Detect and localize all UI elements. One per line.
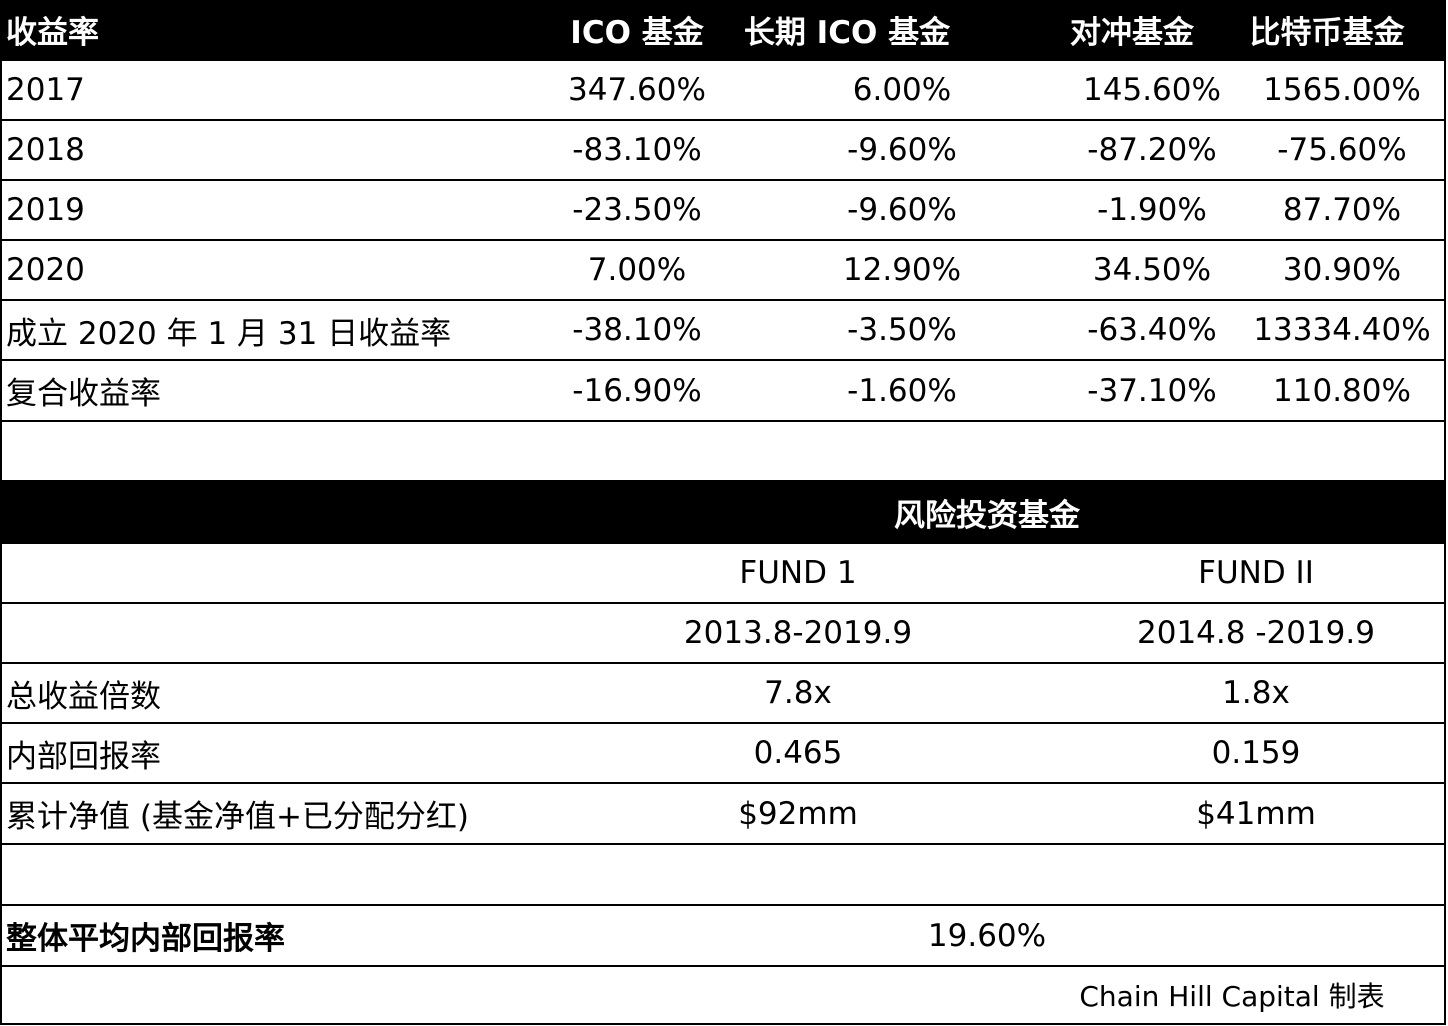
returns-header-label: 收益率: [6, 15, 99, 51]
bitcoin-fund-value: 1565.00%: [1263, 72, 1421, 108]
fund-1-value: $92mm: [738, 795, 858, 832]
vc-header-title: 风险投资基金: [894, 497, 1080, 534]
hedge-fund-value: -87.20%: [1087, 132, 1217, 168]
long-ico-fund-value: -9.60%: [847, 132, 957, 168]
hedge-fund-value: -1.90%: [1097, 192, 1207, 228]
fund-2-name: FUND II: [1198, 555, 1314, 591]
table-row: 成立 2020 年 1 月 31 日收益率 -38.10% -3.50% -63…: [0, 301, 1446, 361]
row-label: 内部回报率: [6, 738, 161, 775]
row-label: 2018: [6, 132, 85, 168]
long-ico-fund-value: -1.60%: [847, 372, 957, 409]
fund-period-row: 2013.8-2019.9 2014.8 -2019.9: [0, 604, 1446, 664]
ico-fund-value: -83.10%: [572, 132, 702, 168]
table-row: 累计净值 (基金净值+已分配分红) $92mm $41mm: [0, 784, 1446, 845]
table-row: 2020 7.00% 12.90% 34.50% 30.90%: [0, 241, 1446, 301]
bitcoin-fund-value: 13334.40%: [1253, 312, 1431, 348]
ico-fund-value: -38.10%: [572, 312, 702, 348]
hedge-fund-value: -37.10%: [1087, 372, 1217, 409]
vc-header-row: 风险投资基金: [0, 482, 1446, 544]
column-header-long-ico-fund: 长期 ICO 基金: [743, 15, 951, 51]
fund-name-row: FUND 1 FUND II: [0, 544, 1446, 604]
row-label: 总收益倍数: [6, 678, 161, 715]
fund-1-period: 2013.8-2019.9: [683, 615, 913, 651]
returns-header-row: 收益率 ICO 基金 长期 ICO 基金 对冲基金 比特币基金: [0, 0, 1446, 61]
credit-text: Chain Hill Capital 制表: [1079, 980, 1385, 1013]
table-row: 2018 -83.10% -9.60% -87.20% -75.60%: [0, 121, 1446, 181]
overall-irr-value: 19.60%: [927, 917, 1047, 954]
row-label: 复合收益率: [6, 376, 161, 412]
fund-2-value: 1.8x: [1222, 675, 1290, 711]
ico-fund-value: 347.60%: [568, 72, 706, 108]
bitcoin-fund-value: 87.70%: [1282, 192, 1402, 228]
column-header-bitcoin-fund: 比特币基金: [1249, 15, 1405, 51]
bitcoin-fund-value: 110.80%: [1273, 372, 1411, 409]
long-ico-fund-value: 12.90%: [842, 252, 962, 288]
fund-2-period: 2014.8 -2019.9: [1137, 615, 1375, 651]
row-label: 2017: [6, 72, 85, 108]
row-label: 累计净值 (基金净值+已分配分红): [6, 799, 470, 835]
fund-1-name: FUND 1: [739, 555, 857, 591]
spacer-row: [0, 845, 1446, 906]
table-row: 2019 -23.50% -9.60% -1.90% 87.70%: [0, 181, 1446, 241]
row-label: 2019: [6, 192, 85, 228]
hedge-fund-value: 34.50%: [1092, 252, 1212, 288]
fund-1-value: 7.8x: [764, 675, 832, 711]
column-header-hedge-fund: 对冲基金: [1070, 15, 1194, 51]
long-ico-fund-value: 6.00%: [852, 72, 952, 108]
overall-irr-label: 整体平均内部回报率: [6, 921, 285, 957]
hedge-fund-value: -63.40%: [1087, 312, 1217, 348]
row-label: 成立 2020 年 1 月 31 日收益率: [6, 315, 452, 352]
spacer-row: [0, 422, 1446, 482]
table-row: 复合收益率 -16.90% -1.60% -37.10% 110.80%: [0, 361, 1446, 422]
ico-fund-value: -16.90%: [572, 372, 702, 409]
fund-1-value: 0.465: [753, 735, 843, 771]
bitcoin-fund-value: 30.90%: [1282, 252, 1402, 288]
long-ico-fund-value: -9.60%: [847, 192, 957, 228]
fund-2-value: 0.159: [1211, 735, 1301, 771]
row-label: 2020: [6, 252, 85, 288]
column-header-ico-fund: ICO 基金: [570, 15, 704, 51]
fund-2-value: $41mm: [1196, 795, 1316, 832]
bitcoin-fund-value: -75.60%: [1277, 132, 1407, 168]
long-ico-fund-value: -3.50%: [847, 312, 957, 348]
table-row: 总收益倍数 7.8x 1.8x: [0, 664, 1446, 724]
table-row: 内部回报率 0.465 0.159: [0, 724, 1446, 784]
table-row: 2017 347.60% 6.00% 145.60% 1565.00%: [0, 61, 1446, 121]
ico-fund-value: 7.00%: [587, 252, 687, 288]
overall-irr-row: 整体平均内部回报率 19.60%: [0, 906, 1446, 967]
credit-row: Chain Hill Capital 制表: [0, 967, 1446, 1025]
hedge-fund-value: 145.60%: [1083, 72, 1221, 108]
ico-fund-value: -23.50%: [572, 192, 702, 228]
